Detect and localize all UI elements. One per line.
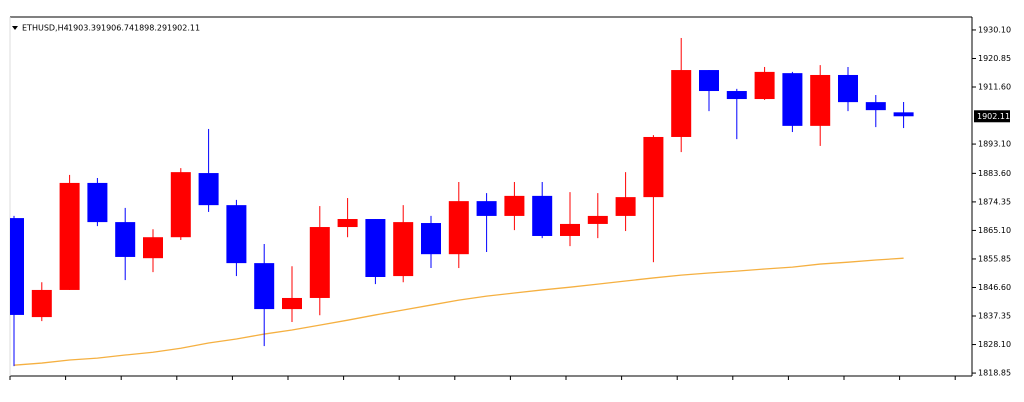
symbol: ETHUSD,H4 xyxy=(22,24,69,33)
candle-body xyxy=(143,237,163,259)
candle-body xyxy=(393,222,414,277)
y-tick-label: 1920.85 xyxy=(978,54,1011,63)
y-tick-label: 1911.60 xyxy=(978,83,1011,92)
candle-body xyxy=(504,195,525,216)
y-tick-label: 1837.35 xyxy=(978,312,1011,321)
candle-body xyxy=(59,182,80,290)
header-high: 1906.74 xyxy=(101,24,134,33)
candle-body xyxy=(560,223,580,236)
candle-body xyxy=(337,219,358,228)
candle-body xyxy=(115,222,136,257)
header-open: 1903.39 xyxy=(68,24,101,33)
candle-body xyxy=(643,136,664,198)
y-tick-label: 1930.10 xyxy=(978,25,1011,34)
candle-body xyxy=(754,71,775,100)
candle-body xyxy=(810,74,831,126)
candle-body xyxy=(365,219,386,277)
candle-body xyxy=(254,263,275,310)
candle-body xyxy=(532,195,553,236)
candle-body xyxy=(170,172,191,238)
candle-body xyxy=(838,74,858,103)
candle-body xyxy=(671,70,692,137)
candle-body xyxy=(865,102,886,111)
candle-body xyxy=(726,91,747,100)
candle-body xyxy=(782,73,803,126)
y-tick-label: 1818.85 xyxy=(978,369,1011,378)
y-tick-label: 1874.35 xyxy=(978,197,1011,206)
candle-body xyxy=(87,182,108,223)
candle-body xyxy=(282,297,302,310)
price-label-box xyxy=(974,110,1010,123)
y-tick-label: 1883.60 xyxy=(978,169,1011,178)
candle-body xyxy=(615,197,636,216)
candle-body xyxy=(421,223,441,255)
y-tick-label: 1865.10 xyxy=(978,226,1011,235)
candle-body xyxy=(476,201,497,216)
header-low: 1898.29 xyxy=(134,24,167,33)
header-close: 1902.11 xyxy=(167,24,200,33)
candle-body xyxy=(10,218,24,315)
candle-body xyxy=(198,173,219,206)
candle-body xyxy=(226,205,247,264)
y-tick-label: 1893.10 xyxy=(978,140,1011,149)
candle-body xyxy=(31,289,52,318)
candle-body xyxy=(699,70,719,92)
candle-body xyxy=(309,227,330,298)
y-tick-label: 1855.85 xyxy=(978,254,1011,263)
y-tick-label: 1846.60 xyxy=(978,283,1011,292)
price-label: 1902.11 xyxy=(977,112,1010,121)
candle-body xyxy=(587,215,608,224)
y-tick-label: 1828.10 xyxy=(978,340,1011,349)
candle-body xyxy=(893,112,914,117)
menu-arrow[interactable] xyxy=(12,26,18,30)
moving-average xyxy=(13,257,904,366)
candle-body xyxy=(448,201,469,255)
